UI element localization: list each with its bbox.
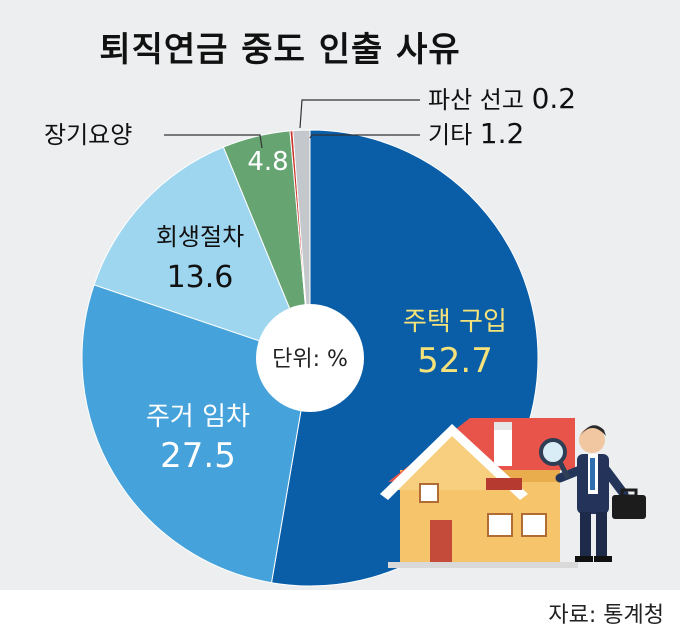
slice-value-label: 1.2 (480, 117, 525, 150)
house-illustration (380, 418, 578, 568)
leader-line (299, 99, 420, 129)
slice-value-label: 27.5 (160, 436, 236, 476)
donut-hole (256, 304, 364, 412)
leader-line (164, 134, 263, 149)
pie-slice-6 (292, 129, 311, 359)
slice-value-label: 0.2 (532, 82, 577, 115)
slice-value-label: 13.6 (167, 260, 234, 295)
slice-value-label: 4.8 (247, 147, 288, 177)
pie-slice-2 (81, 284, 311, 584)
source-note: 자료: 통계청 (548, 603, 664, 628)
slice-category-label: 주거 임차 (146, 402, 250, 432)
unit-label: 단위: % (272, 347, 348, 372)
leader-line (309, 134, 420, 139)
man-with-magnifier-illustration (539, 425, 646, 562)
slice-category-label: 주택 구입 (403, 307, 507, 337)
slice-value-label: 52.7 (417, 341, 493, 381)
slice-category-label: 장기요양 (44, 121, 132, 149)
slice-category-label: 회생절차 (156, 223, 244, 251)
donut-chart: 단위: % 주택 구입 52.7 주거 임차 27.5 회생절차 13.6 장기요양 4.8 파… (44, 82, 646, 587)
slice-category-label: 파산 선고 0.2 (428, 82, 576, 115)
chart-title: 퇴직연금 중도 인출 사유 (99, 30, 461, 70)
pie-slice-3 (93, 146, 311, 359)
slice-category-label: 기타 1.2 (428, 117, 524, 150)
